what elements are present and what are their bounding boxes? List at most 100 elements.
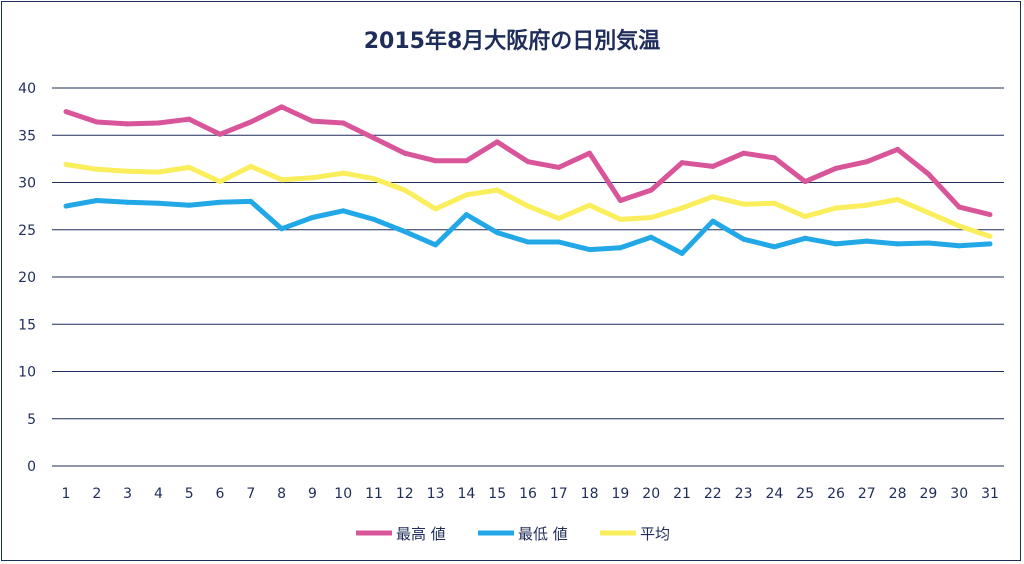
data-point xyxy=(248,198,254,204)
legend-item-1: 最低 値 xyxy=(478,525,568,543)
series-lines xyxy=(63,104,993,256)
data-point xyxy=(741,236,747,242)
x-tick-label: 27 xyxy=(858,486,876,502)
y-tick-label: 25 xyxy=(18,223,36,239)
data-point xyxy=(309,118,315,124)
data-point xyxy=(679,160,685,166)
x-tick-label: 15 xyxy=(488,486,506,502)
data-point xyxy=(494,139,500,145)
data-point xyxy=(94,166,100,172)
x-tick-label: 23 xyxy=(735,486,753,502)
legend-item-0: 最高 値 xyxy=(356,525,446,543)
series-0 xyxy=(63,104,993,218)
series-1 xyxy=(63,197,993,256)
data-point xyxy=(833,165,839,171)
x-tick-label: 25 xyxy=(796,486,814,502)
data-point xyxy=(895,241,901,247)
chart-title: 2015年8月大阪府の日別気温 xyxy=(364,28,661,54)
data-point xyxy=(648,234,654,240)
y-tick-label: 0 xyxy=(27,459,36,475)
data-point xyxy=(802,214,808,220)
data-point xyxy=(741,201,747,207)
data-point xyxy=(217,199,223,205)
data-point xyxy=(463,192,469,198)
data-point xyxy=(925,210,931,216)
x-tick-label: 10 xyxy=(334,486,352,502)
data-point xyxy=(125,168,131,174)
y-axis-tick-labels: 0 5 10 15 20 25 30 35 40 xyxy=(18,81,36,475)
data-point xyxy=(617,216,623,222)
x-tick-label: 22 xyxy=(704,486,722,502)
data-point xyxy=(309,175,315,181)
data-point xyxy=(802,179,808,185)
data-point xyxy=(617,197,623,203)
data-point xyxy=(433,158,439,164)
data-point xyxy=(63,109,69,115)
data-point xyxy=(125,121,131,127)
x-tick-label: 28 xyxy=(889,486,907,502)
x-tick-label: 16 xyxy=(519,486,537,502)
y-tick-label: 20 xyxy=(18,270,36,286)
legend-item-2: 平均 xyxy=(600,525,670,543)
y-tick-label: 15 xyxy=(18,317,36,333)
data-point xyxy=(987,233,993,239)
x-tick-label: 4 xyxy=(154,486,163,502)
data-point xyxy=(771,244,777,250)
x-tick-label: 11 xyxy=(365,486,383,502)
y-tick-label: 5 xyxy=(27,412,36,428)
x-tick-label: 24 xyxy=(765,486,783,502)
data-point xyxy=(864,202,870,208)
x-tick-label: 5 xyxy=(185,486,194,502)
data-point xyxy=(402,187,408,193)
x-tick-label: 26 xyxy=(827,486,845,502)
x-tick-label: 17 xyxy=(550,486,568,502)
x-tick-label: 8 xyxy=(277,486,286,502)
data-point xyxy=(987,241,993,247)
data-point xyxy=(186,116,192,122)
data-point xyxy=(248,119,254,125)
x-axis-tick-labels: 1 2 3 4 5 6 7 8 9 10 11 12 13 14 15 16 17 18 19 20 21 22 23 24 2… xyxy=(62,486,999,502)
data-point xyxy=(648,187,654,193)
data-point xyxy=(648,214,654,220)
data-point xyxy=(340,208,346,214)
data-point xyxy=(248,163,254,169)
data-point xyxy=(956,204,962,210)
data-point xyxy=(710,218,716,224)
x-tick-label: 18 xyxy=(581,486,599,502)
data-point xyxy=(525,239,531,245)
x-tick-label: 31 xyxy=(981,486,999,502)
data-point xyxy=(155,169,161,175)
y-tick-label: 35 xyxy=(18,128,36,144)
data-point xyxy=(587,247,593,253)
x-tick-label: 1 xyxy=(62,486,71,502)
series-line-2 xyxy=(65,162,991,239)
data-point xyxy=(587,202,593,208)
data-point xyxy=(279,104,285,110)
data-point xyxy=(63,203,69,209)
legend-label: 最低 値 xyxy=(518,525,568,543)
x-tick-label: 30 xyxy=(950,486,968,502)
data-point xyxy=(340,170,346,176)
data-point xyxy=(833,241,839,247)
data-point xyxy=(525,159,531,165)
data-point xyxy=(433,242,439,248)
data-point xyxy=(94,119,100,125)
data-point xyxy=(371,176,377,182)
data-point xyxy=(802,235,808,241)
data-point xyxy=(895,197,901,203)
data-point xyxy=(679,250,685,256)
data-point xyxy=(864,238,870,244)
data-point xyxy=(94,197,100,203)
data-point xyxy=(956,243,962,249)
data-point xyxy=(186,164,192,170)
legend-label: 最高 値 xyxy=(396,525,446,543)
y-tick-label: 40 xyxy=(18,81,36,97)
data-point xyxy=(956,223,962,229)
data-point xyxy=(987,212,993,218)
data-point xyxy=(433,206,439,212)
data-point xyxy=(864,159,870,165)
x-tick-label: 21 xyxy=(673,486,691,502)
data-point xyxy=(463,158,469,164)
